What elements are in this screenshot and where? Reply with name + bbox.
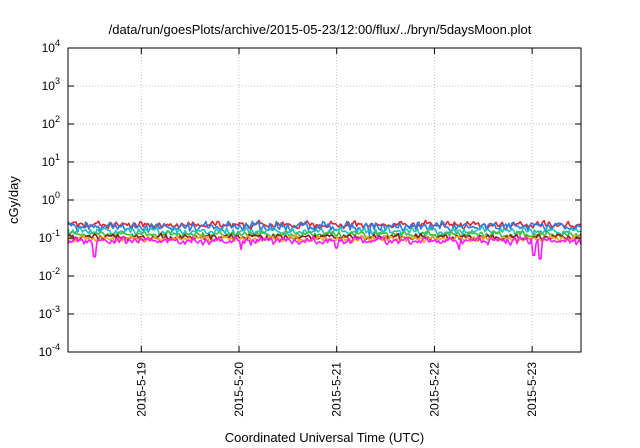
x-tick-label: 2015-5-19 <box>134 362 148 417</box>
series-line-1 <box>67 219 582 231</box>
y-tick-label: 10-1 <box>39 228 60 245</box>
y-tick-label: 10-4 <box>39 342 60 359</box>
y-tick-label: 103 <box>42 76 60 93</box>
x-tick-label: 2015-5-20 <box>232 362 246 417</box>
y-tick-label: 100 <box>42 190 60 207</box>
plot-frame <box>67 47 582 353</box>
y-axis-label: cGy/day <box>6 176 21 224</box>
y-tick-label: 10-3 <box>39 304 60 321</box>
chart-title: /data/run/goesPlots/archive/2015-05-23/1… <box>108 22 532 37</box>
y-axis: 10-4 10-3 10-2 10-1 100 101 102 103 104 <box>39 38 581 359</box>
grid <box>68 48 581 352</box>
y-tick-label: 102 <box>42 114 60 131</box>
series-line-4 <box>67 229 582 239</box>
series-group <box>67 219 582 260</box>
x-axis-label: Coordinated Universal Time (UTC) <box>225 430 424 445</box>
y-tick-label: 10-2 <box>39 266 60 283</box>
y-tick-label: 104 <box>42 38 60 55</box>
y-tick-label: 101 <box>42 152 60 169</box>
x-tick-label: 2015-5-22 <box>427 362 441 417</box>
x-tick-label: 2015-5-21 <box>330 362 344 417</box>
series-line-7 <box>67 235 582 260</box>
x-axis: 2015-5-19 2015-5-20 2015-5-21 2015-5-22 2015… <box>134 48 539 417</box>
x-tick-label: 2015-5-23 <box>525 362 539 417</box>
